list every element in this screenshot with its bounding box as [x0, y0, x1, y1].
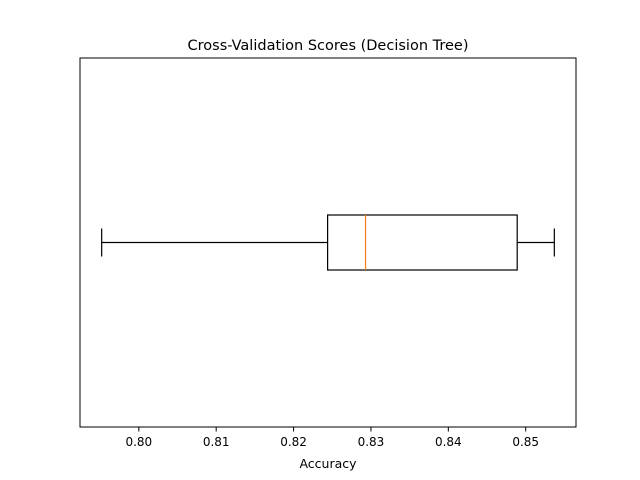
x-tick-label: 0.82	[280, 435, 307, 449]
x-tick-label: 0.81	[203, 435, 230, 449]
x-axis-label: Accuracy	[299, 456, 357, 471]
iqr-box	[327, 214, 518, 271]
x-axis-ticks: 0.80 0.81 0.82 0.83 0.84 0.85	[125, 427, 539, 449]
x-tick-label: 0.84	[435, 435, 462, 449]
x-tick-label: 0.85	[512, 435, 539, 449]
x-tick-label: 0.80	[125, 435, 152, 449]
axes-frame	[79, 57, 577, 428]
plot-area	[79, 57, 577, 428]
chart-title: Cross-Validation Scores (Decision Tree)	[188, 38, 469, 54]
x-tick-label: 0.83	[358, 435, 385, 449]
